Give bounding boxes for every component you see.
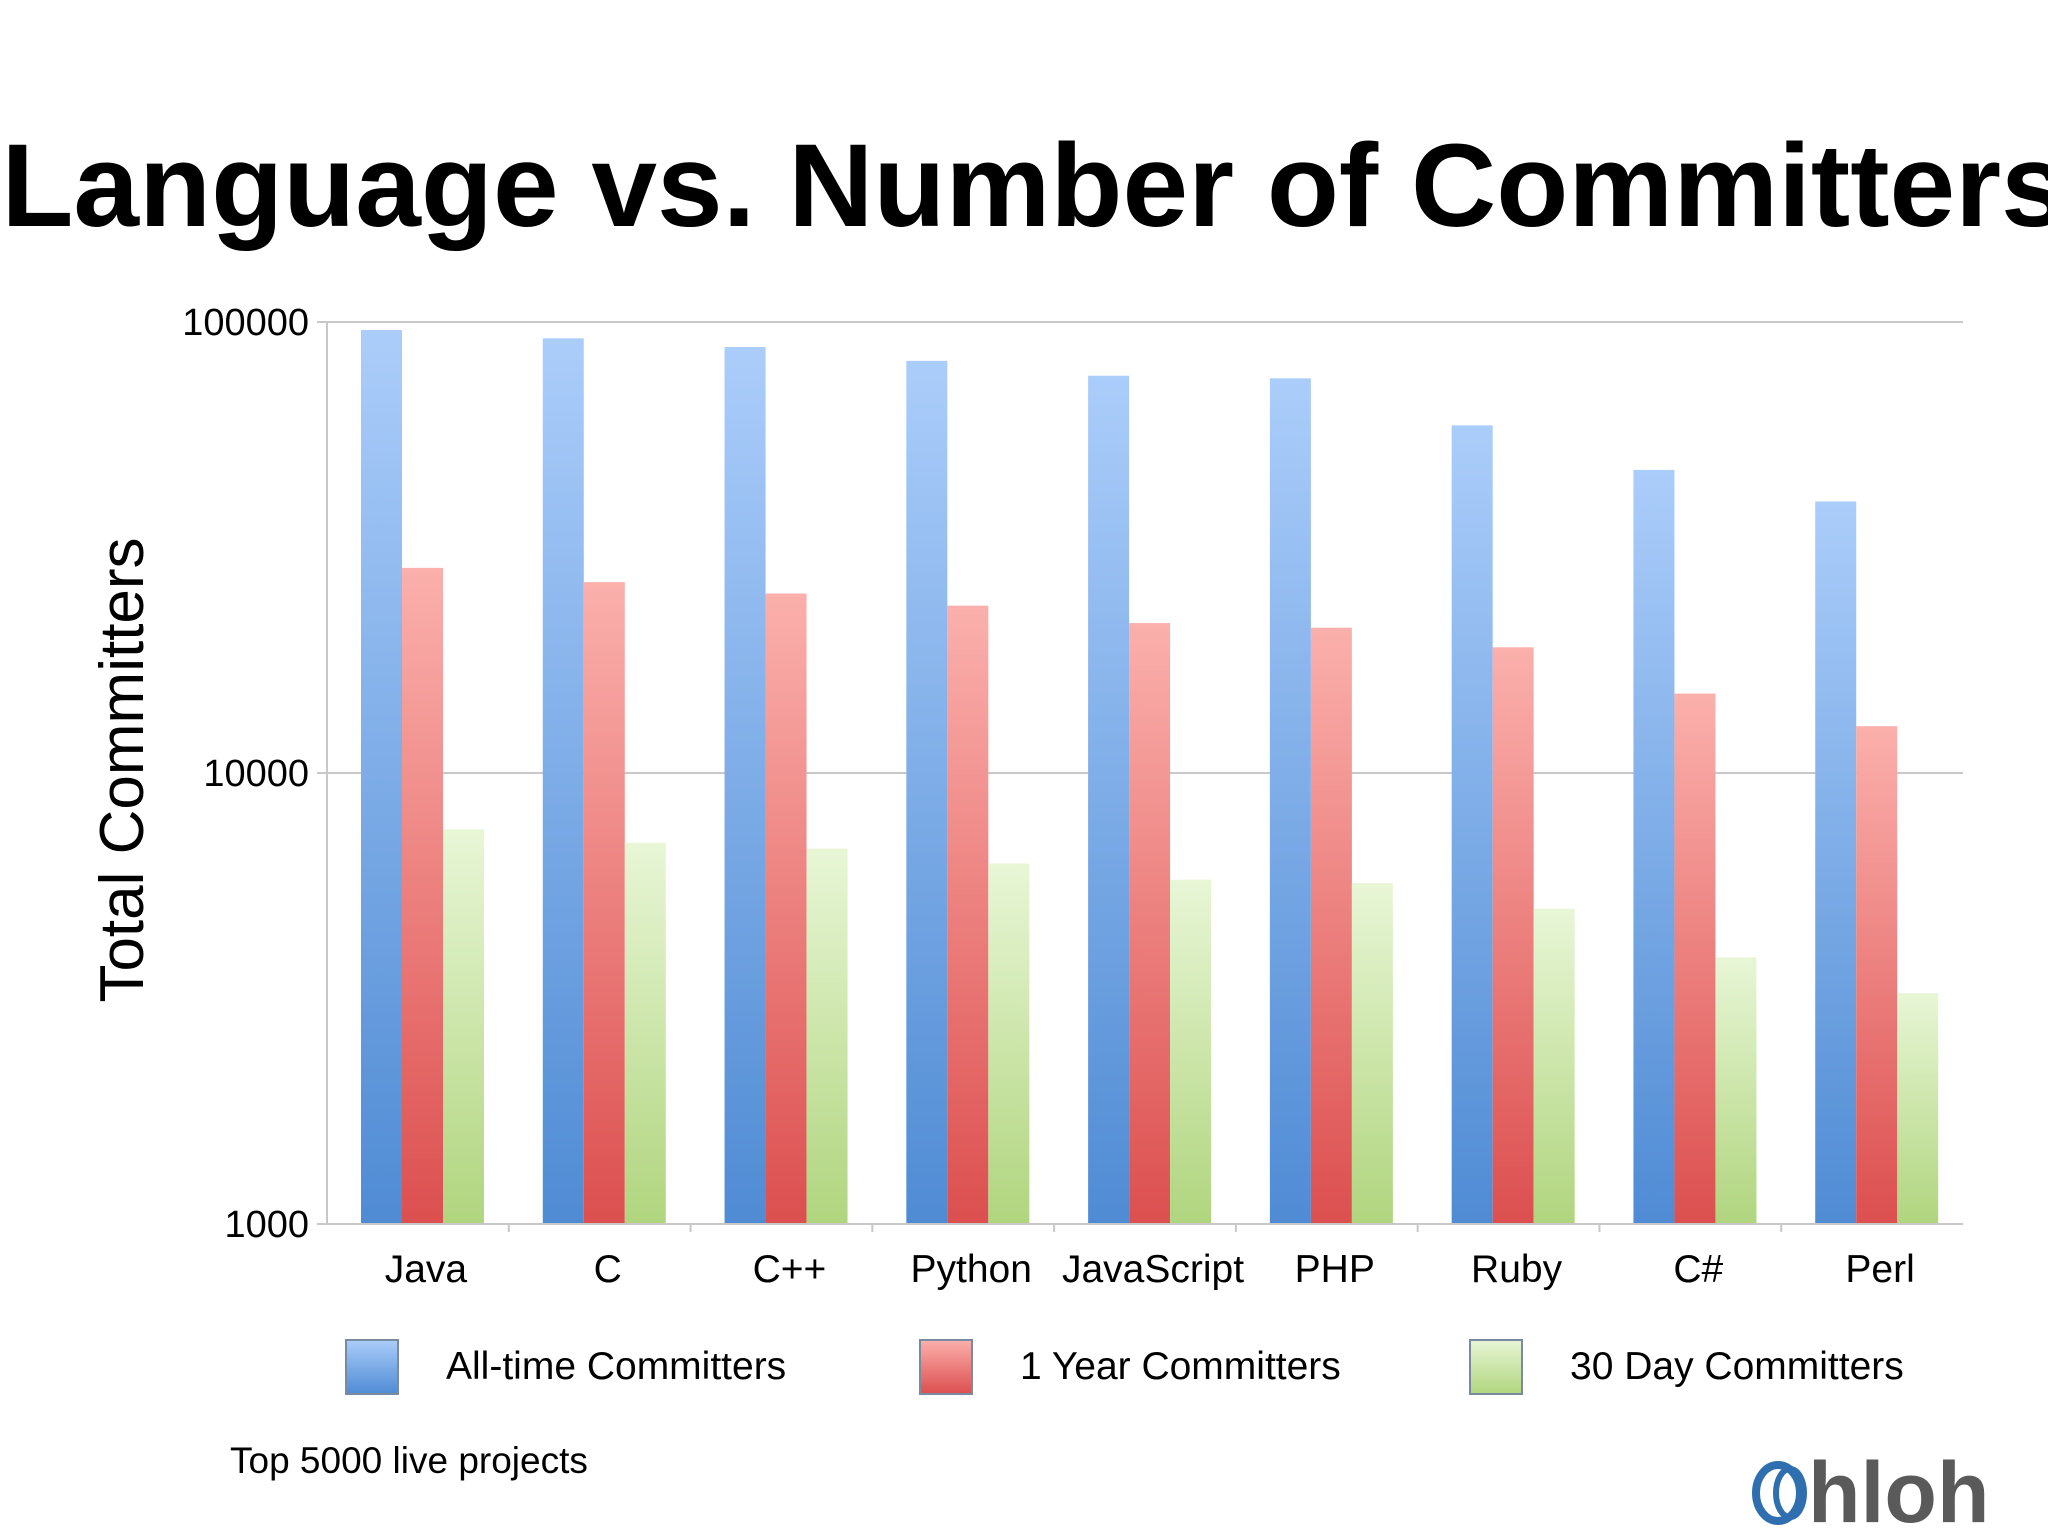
bar-perl-series-3 [1897, 993, 1939, 1224]
ohloh-logo: hloh [1752, 1445, 1990, 1536]
bar-c-series-3 [624, 842, 666, 1224]
legend-label: All-time Committers [446, 1345, 786, 1388]
bar-javascript-series-1 [1088, 375, 1130, 1225]
x-tick-label: C++ [753, 1248, 827, 1291]
y-axis-label: Total Committers [88, 537, 157, 1002]
bar-ruby-series-3 [1533, 908, 1575, 1224]
y-tick-label: 1000 [224, 1204, 309, 1246]
bar-cplus-series-3 [806, 848, 848, 1224]
bar-perl-series-2 [1856, 726, 1898, 1224]
y-tick-label: 100000 [182, 302, 309, 344]
x-tick-label: JavaScript [1062, 1248, 1244, 1291]
y-tick-label: 10000 [203, 753, 309, 795]
legend-label: 1 Year Committers [1020, 1345, 1341, 1388]
bar-c-series-2 [583, 582, 625, 1224]
bar-java-series-3 [443, 829, 484, 1224]
footnote: Top 5000 live projects [230, 1440, 588, 1481]
bar-cplus-series-3 [1715, 957, 1757, 1224]
bar-c-series-1 [542, 338, 584, 1225]
ohloh-logo-text: hloh [1808, 1445, 1990, 1536]
legend-swatch-series-1 [345, 1339, 399, 1395]
bar-ruby-series-2 [1492, 647, 1534, 1224]
bar-php-series-2 [1310, 627, 1352, 1224]
legend-swatch-series-3 [1469, 1339, 1523, 1395]
bars [361, 329, 1939, 1225]
x-tick-label: Python [911, 1248, 1032, 1291]
bar-java-series-1 [361, 329, 402, 1224]
ohloh-logo-mark [1752, 1461, 1807, 1525]
x-tick-label: Perl [1845, 1248, 1914, 1291]
bar-javascript-series-3 [1170, 879, 1212, 1224]
x-tick-label: C# [1673, 1248, 1723, 1291]
x-tick-label: PHP [1295, 1248, 1375, 1291]
bar-python-series-2 [947, 605, 989, 1224]
bar-python-series-3 [988, 863, 1030, 1224]
y-tick-labels: 1000 10000 100000 [182, 302, 309, 1246]
x-tick-labels: Java C C++ Python JavaScript PHP Ruby C# Perl [385, 1248, 1915, 1291]
bar-java-series-2 [402, 567, 443, 1224]
x-tick-label: Java [385, 1248, 468, 1291]
x-tick-label: Ruby [1471, 1248, 1563, 1291]
chart-title: Language vs. Number of Committers [1, 120, 2048, 252]
legend-label: 30 Day Committers [1570, 1345, 1904, 1388]
legend: All-time Committers 1 Year Committers 30 D… [345, 1339, 1904, 1395]
bar-cplus-series-2 [1674, 693, 1716, 1224]
bar-ruby-series-1 [1451, 425, 1493, 1225]
legend-swatch-series-2 [919, 1339, 973, 1395]
x-tick-label: C [594, 1248, 622, 1291]
bar-javascript-series-2 [1129, 623, 1171, 1224]
bar-php-series-3 [1351, 883, 1393, 1224]
bar-cplus-series-2 [765, 593, 807, 1224]
bar-python-series-1 [906, 360, 948, 1224]
bar-cplus-series-1 [724, 347, 766, 1224]
bar-php-series-1 [1269, 378, 1311, 1224]
bar-cplus-series-1 [1633, 469, 1675, 1224]
bar-perl-series-1 [1815, 501, 1857, 1224]
